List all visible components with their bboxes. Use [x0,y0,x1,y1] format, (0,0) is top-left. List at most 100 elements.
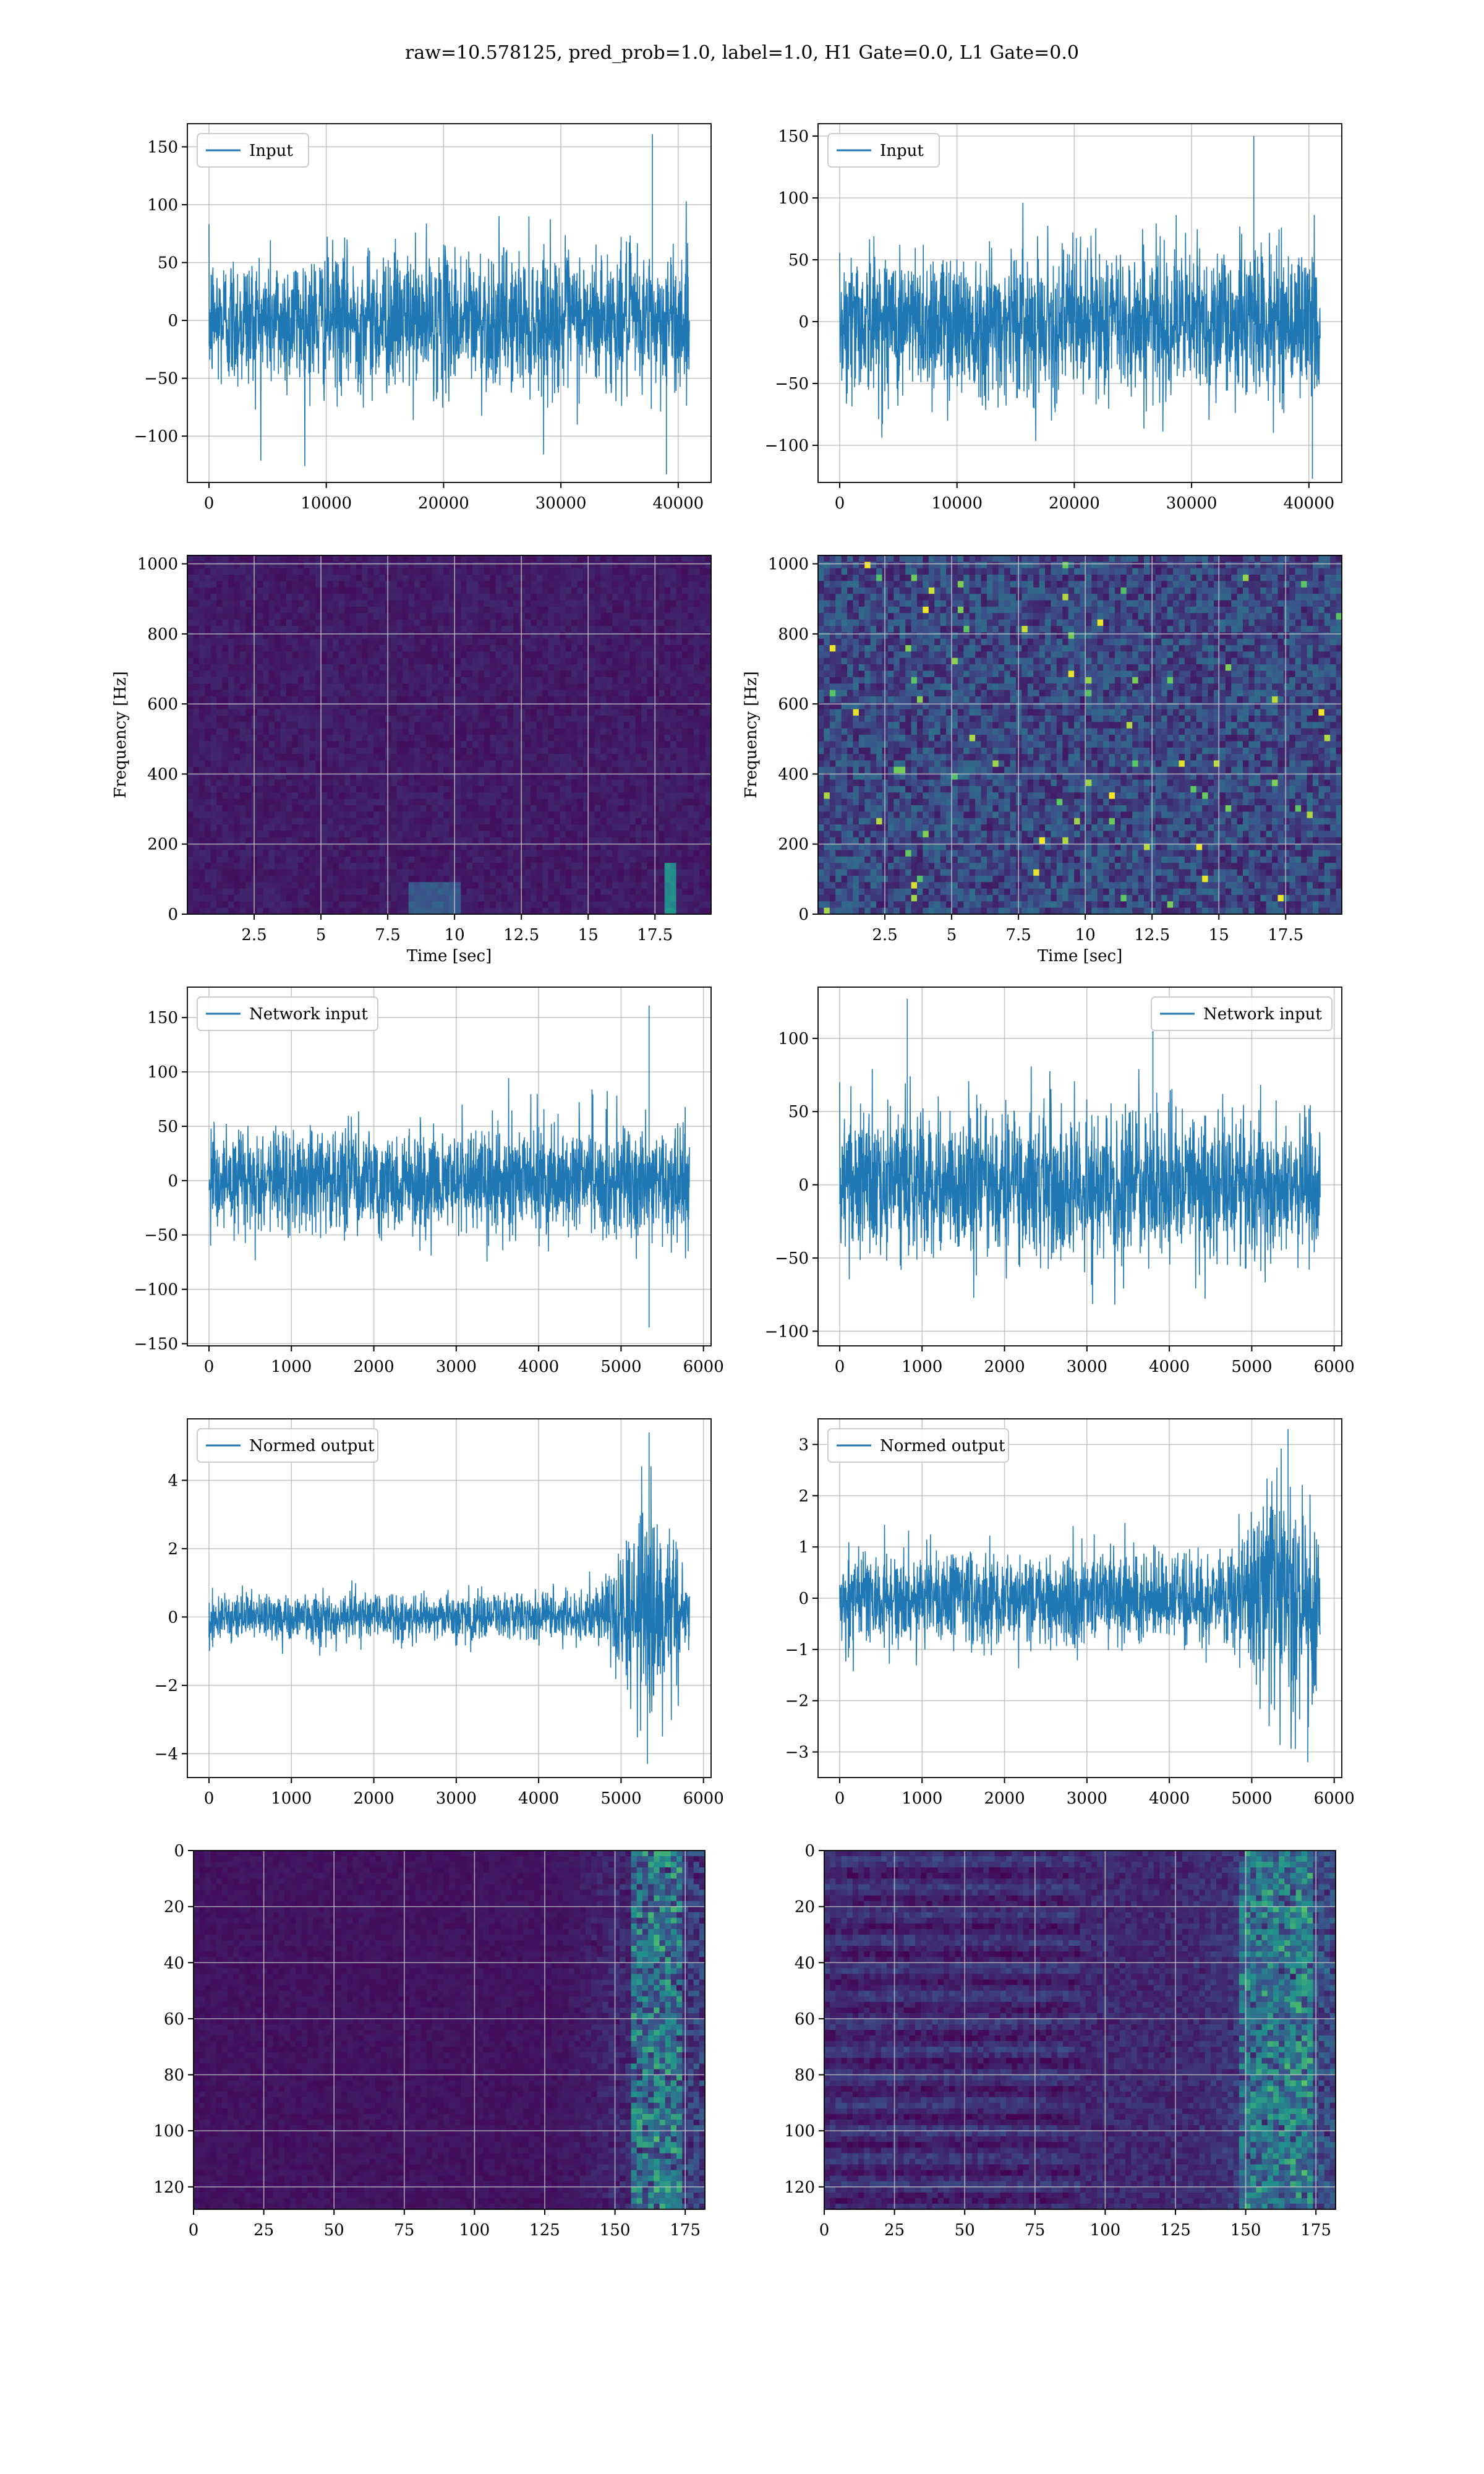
heatmap-cell [351,639,357,646]
heatmap-cell [257,575,263,581]
heatmap-cell [414,837,420,844]
heatmap-cell [304,581,310,588]
heatmap-cell [618,581,624,588]
heatmap-cell [571,670,578,677]
heatmap-cell [641,594,647,601]
heatmap-cell [682,658,688,665]
heatmap-cell [193,632,199,639]
heatmap-cell [362,670,368,677]
heatmap-cell [193,626,199,633]
heatmap-cell [688,735,694,742]
heatmap-cell [629,811,636,818]
heatmap-cell [629,716,636,722]
heatmap-cell [531,620,537,627]
heatmap-cell [199,857,205,863]
heatmap-cell [420,760,426,767]
heatmap-cell [537,805,543,812]
heatmap-cell [205,664,211,671]
heatmap-cell [391,741,397,748]
heatmap-cell [344,786,351,793]
heatmap-cell [333,748,339,755]
heatmap-cell [420,632,426,639]
heatmap-cell [234,683,240,690]
heatmap-cell [321,670,327,677]
heatmap-cell [257,780,263,787]
heatmap-cell [409,760,415,767]
heatmap-cell [542,607,548,614]
heatmap-cell [548,626,554,633]
heatmap-cell [566,818,572,825]
heatmap-cell [479,613,485,620]
heatmap-cell [665,607,671,614]
heatmap-cell [694,895,700,902]
heatmap-cell [612,613,618,620]
heatmap-cell [548,581,554,588]
heatmap-cell [310,677,316,684]
heatmap-cell [257,639,263,646]
heatmap-cell [589,882,595,889]
heatmap-cell [676,607,683,614]
heatmap-cell [344,805,351,812]
heatmap-cell [706,786,712,793]
heatmap-cell [484,588,490,594]
heatmap-cell [706,716,712,722]
heatmap-cell [607,690,613,697]
heatmap-cell [554,895,560,902]
heatmap-cell [607,857,613,863]
heatmap-cell [344,555,351,562]
heatmap-cell [519,588,525,594]
heatmap-cell [438,837,444,844]
heatmap-cell [298,709,304,716]
heatmap-cell [513,555,519,562]
heatmap-cell [263,895,269,902]
heatmap-cell [571,664,578,671]
heatmap-cell [426,568,432,575]
heatmap-cell [228,805,234,812]
heatmap-cell [706,818,712,825]
heatmap-cell [351,568,357,575]
heatmap-cell [414,620,420,627]
heatmap-cell [199,639,205,646]
heatmap-cell [624,670,630,677]
heatmap-cell [670,588,676,594]
heatmap-cell [443,696,450,703]
heatmap-cell [333,607,339,614]
heatmap-cell [286,613,292,620]
heatmap-cell [618,805,624,812]
heatmap-cell [414,645,420,652]
heatmap-cell [281,741,287,748]
heatmap-cell [554,837,560,844]
heatmap-cell [513,754,519,761]
heatmap-cell [281,651,287,658]
heatmap-cell [391,594,397,601]
heatmap-cell [344,741,351,748]
heatmap-cell [403,588,409,594]
heatmap-cell [187,632,194,639]
heatmap-cell [455,632,461,639]
heatmap-cell [636,850,642,857]
heatmap-cell [560,632,566,639]
heatmap-cell [531,729,537,735]
heatmap-cell [659,601,665,607]
heatmap-cell [548,555,554,562]
heatmap-cell [513,620,519,627]
heatmap-cell [607,767,613,774]
heatmap-cell [397,677,403,684]
heatmap-cell [362,568,368,575]
heatmap-cell [380,901,386,908]
heatmap-cell [257,581,263,588]
heatmap-cell [676,863,683,870]
heatmap-cell [501,620,508,627]
heatmap-cell [344,767,351,774]
heatmap-cell [612,568,618,575]
heatmap-cell [409,799,415,806]
heatmap-cell [211,722,217,729]
heatmap-cell [629,786,636,793]
heatmap-cell [548,639,554,646]
heatmap-cell [275,889,281,896]
heatmap-cell [676,709,683,716]
heatmap-cell [333,735,339,742]
heatmap-cell [397,613,403,620]
heatmap-cell [292,626,298,633]
heatmap-cell [339,575,345,581]
